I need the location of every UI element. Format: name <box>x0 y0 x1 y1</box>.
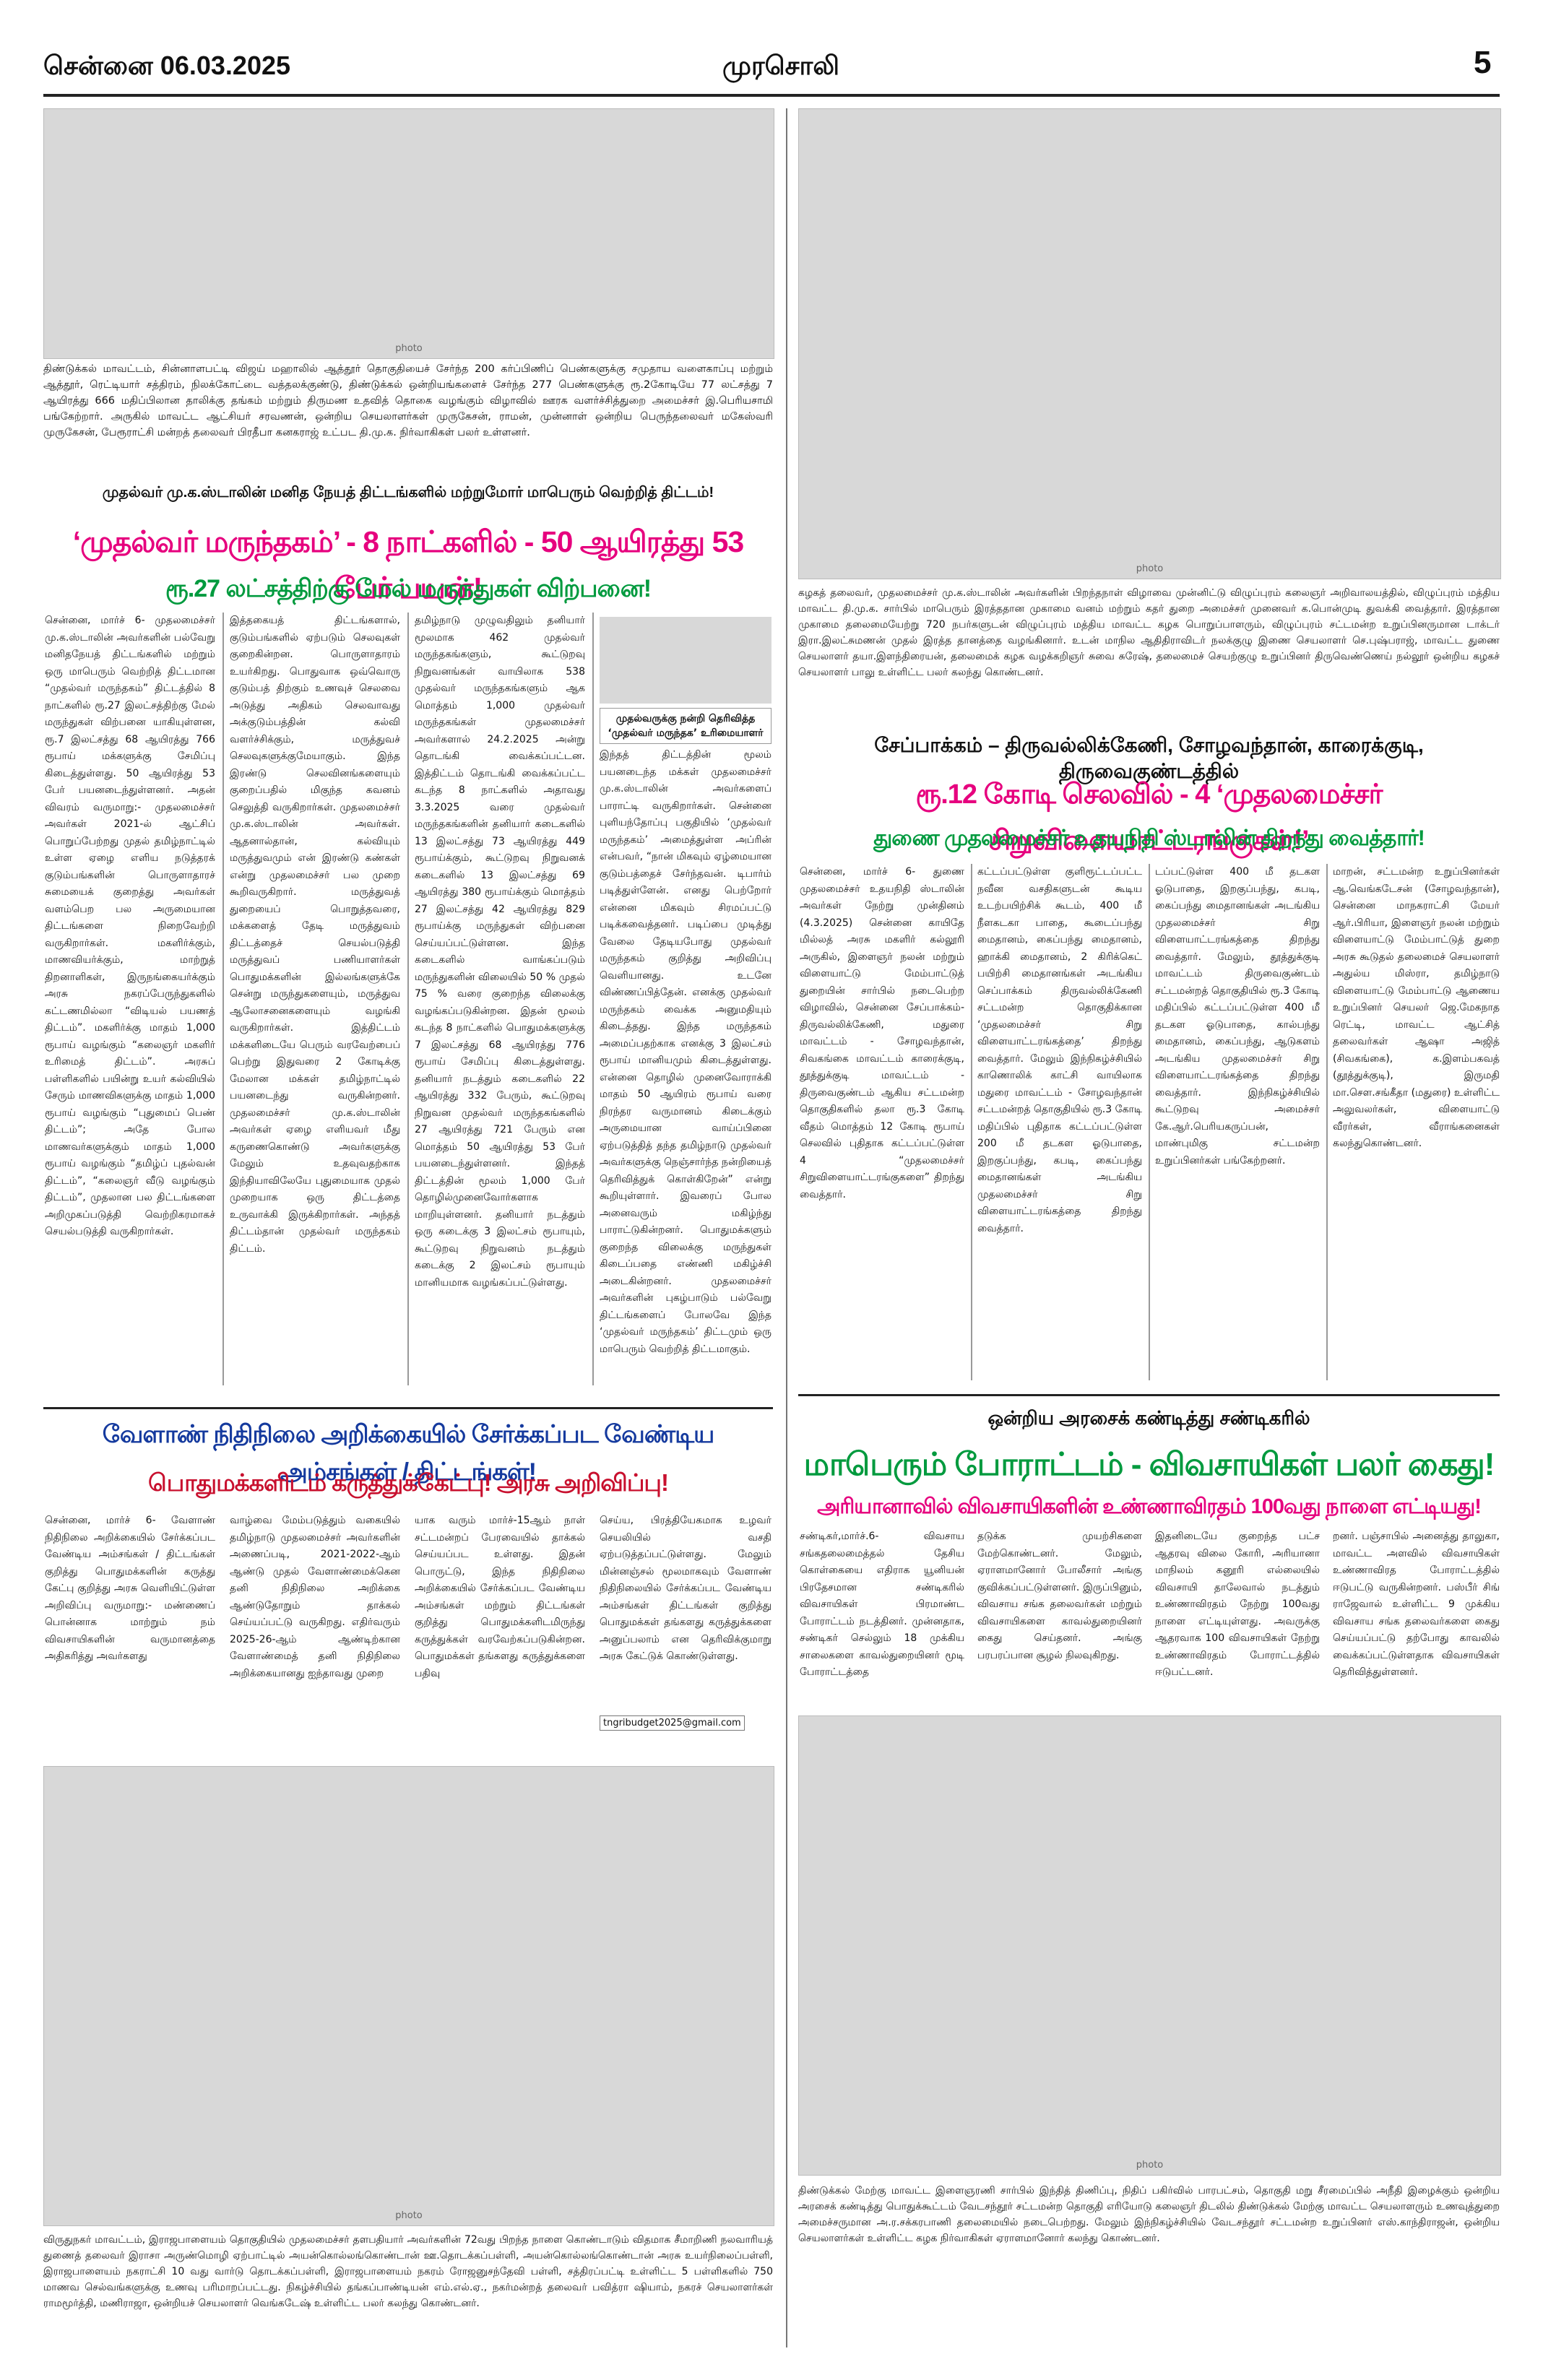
story1-col-divider-3 <box>592 613 594 1385</box>
masthead-rule <box>43 94 1500 97</box>
story4-top-rule <box>798 1394 1500 1396</box>
story3-headline: ரூ.12 கோடி செலவில் - 4 ‘முதலமைச்சர் சிறு… <box>915 779 1383 856</box>
story2-headline: வேளாண் நிதிநிலை அறிக்கையில் சேர்க்கப்பட … <box>102 1421 715 1486</box>
story1-subhead: ரூ.27 லட்சத்திற்கு மேல் மருந்துகள் விற்ப… <box>165 575 652 602</box>
story2-col-1: சென்னை, மார்ச் 6- வேளாண் நிதிநிலை அறிக்க… <box>45 1515 215 1662</box>
story2-col-3: யாக வரும் மார்ச்-15ஆம் நாள் சட்டமன்றப் ப… <box>415 1515 585 1679</box>
story1-col-2: இத்தகையத் திட்டங்களால், குடும்பங்களில் ஏ… <box>230 615 400 1255</box>
story1-col-divider-1 <box>222 613 224 1385</box>
story2-col-2: வாழ்வை மேம்படுத்தும் வகையில் தமிழ்நாடு ம… <box>230 1515 400 1679</box>
story3-col-divider-1 <box>971 864 972 1380</box>
story1-col-3: தமிழ்நாடு முழுவதிலும் தனியார் மூலமாக 462… <box>415 615 585 1289</box>
dateline: சென்னை 06.03.2025 <box>43 51 291 80</box>
bottom-left-caption: விருதுநகர் மாவட்டம், இராஜபாளையம் தொகுதிய… <box>43 2234 773 2309</box>
paper-name: முரசொலி <box>722 51 839 80</box>
bottom-right-photo: photo <box>798 1715 1501 2176</box>
story1-inline-box: முதல்வருக்கு நன்றி தெரிவித்த ‘முதல்வர் ம… <box>600 708 772 744</box>
story3-col-3: டப்பட்டுள்ள 400 மீ தடகள ஓடுபாதை, இறகுப்ப… <box>1155 866 1320 1167</box>
story2-col-4: செய்ய, பிரத்தியேகமாக உழவர் செயலியில் வசத… <box>600 1515 772 1662</box>
bottom-right-caption: திண்டுக்கல் மேற்கு மாவட்ட இளைஞரணி சார்பி… <box>798 2185 1500 2244</box>
story1-col-4-wrap: முதல்வருக்கு நன்றி தெரிவித்த ‘முதல்வர் ம… <box>600 613 772 1385</box>
story1-col-1: சென்னை, மார்ச் 6- முதலமைச்சர் மு.க.ஸ்டால… <box>45 615 215 1237</box>
story2-email: tngribudget2025@gmail.com <box>600 1715 745 1731</box>
story1-kicker: முதல்வர் மு.க.ஸ்டாலின் மனித நேயத் திட்டங… <box>102 484 714 501</box>
top-left-photo: photo <box>43 108 774 359</box>
story2-col-4-wrap: செய்ய, பிரத்தியேகமாக உழவர் செயலியில் வசத… <box>600 1513 772 1751</box>
top-right-photo: photo <box>798 108 1501 579</box>
bottom-left-photo: photo <box>43 1766 774 2226</box>
story1-inline-photo <box>600 617 772 704</box>
top-left-caption: திண்டுக்கல் மாவட்டம், சின்னாளபட்டி விஜய்… <box>43 363 773 438</box>
story3-subhead: துணை முதலமைச்சர் உதயநிதி ஸ்டாலின் திறந்த… <box>873 826 1425 850</box>
center-column-divider <box>786 108 787 2347</box>
story4-col-1: சண்டிகர்,மார்ச்.6- விவசாய சங்கதலைமைத்தல்… <box>800 1531 964 1678</box>
story4-col-3: இதனிடையே குறைந்த பட்ச ஆதரவு விலை கோரி, அ… <box>1155 1531 1320 1678</box>
story3-col-divider-3 <box>1326 864 1328 1380</box>
story2-subhead: பொதுமக்களிடம் கருத்துக்கேட்பு! அரசு அறிவ… <box>148 1469 669 1496</box>
story2-top-rule <box>43 1407 773 1409</box>
story3-col-1: சென்னை, மார்ச் 6- துணை முதலமைச்சர் உதயநி… <box>800 866 964 1200</box>
story4-col-4: றனர். பஞ்சாபில் அனைத்து தாலுகா, மாவட்ட அ… <box>1333 1531 1500 1678</box>
story3-kicker: சேப்பாக்கம் – திருவல்லிக்கேணி, சோழவந்தான… <box>874 734 1424 782</box>
story1-headline: ‘முதல்வர் மருந்தகம்’ - 8 நாட்களில் - 50 … <box>72 525 744 605</box>
story1-col-4: இந்தத் திட்டத்தின் மூலம் பயனடைந்த மக்கள்… <box>600 749 772 1355</box>
story1-col-divider-2 <box>407 613 409 1385</box>
top-right-caption: கழகத் தலைவர், முதலமைச்சர் மு.க.ஸ்டாலின் … <box>798 587 1500 678</box>
story4-headline: மாபெரும் போராட்டம் - விவசாயிகள் பலர் கைத… <box>803 1447 1495 1482</box>
story3-col-divider-2 <box>1149 864 1150 1380</box>
page-number: 5 <box>1474 45 1492 80</box>
story4-subhead: அரியானாவில் விவசாயிகளின் உண்ணாவிரதம் 100… <box>817 1495 1482 1518</box>
story4-col-2: தடுக்க முயற்சிகளை மேற்கொண்டனர். மேலும், … <box>977 1531 1142 1661</box>
story3-col-4: மாறன், சட்டமன்ற உறுப்பினர்கள் ஆ.வெங்கடேச… <box>1333 866 1500 1149</box>
story4-kicker: ஒன்றிய அரசைக் கண்டித்து சண்டிகரில் <box>987 1407 1310 1429</box>
story3-col-2: கட்டப்பட்டுள்ள குளிரூட்டப்பட்ட நவீன வசதி… <box>977 866 1142 1234</box>
